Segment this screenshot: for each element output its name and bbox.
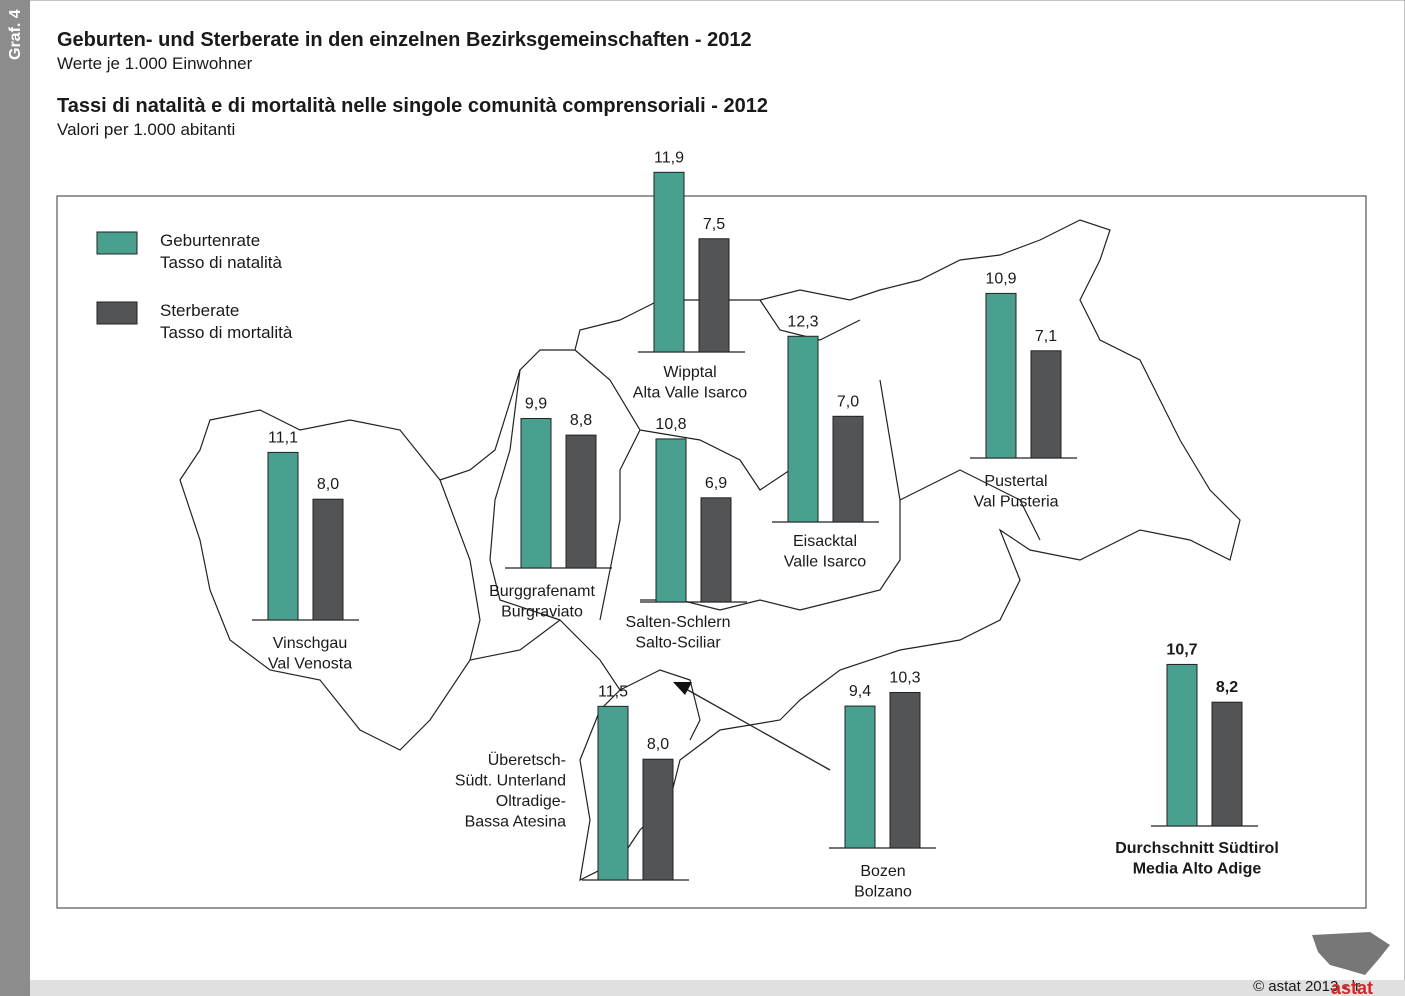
copyright: © astat 2013 - lr <box>1253 978 1360 995</box>
legend-label: Geburtenrate <box>160 231 260 250</box>
logo: astat <box>1312 932 1390 996</box>
value-label: 10,7 <box>1166 641 1197 658</box>
bar <box>565 434 597 569</box>
bar <box>642 758 674 881</box>
legend-swatch <box>96 231 138 255</box>
region-label: Val Pusteria <box>973 494 1058 511</box>
bar <box>312 498 344 621</box>
value-label: 8,0 <box>647 736 669 753</box>
bar <box>700 497 732 603</box>
bar <box>985 292 1017 459</box>
bar <box>832 415 864 523</box>
region-label: Vinschgau <box>273 635 347 652</box>
region-label: Burggrafenamt <box>489 583 595 600</box>
bar <box>267 451 299 621</box>
bar <box>1030 350 1062 459</box>
region-label: Bolzano <box>854 884 912 901</box>
legend-label: Tasso di natalità <box>160 253 282 272</box>
region-label: Überetsch- <box>488 751 566 769</box>
bar <box>1166 663 1198 827</box>
value-label: 12,3 <box>787 313 818 330</box>
bar <box>655 438 687 603</box>
value-label: 7,5 <box>703 216 725 233</box>
value-label: 6,9 <box>705 475 727 492</box>
chart-title-it: Tassi di natalità e di mortalità nelle s… <box>57 95 768 117</box>
bar <box>520 418 552 569</box>
arrow-head <box>673 682 692 695</box>
bar <box>787 335 819 523</box>
side-strip <box>0 0 30 996</box>
region-label: Durchschnitt Südtirol <box>1115 840 1279 857</box>
region-label: Südt. Unterland <box>455 773 566 790</box>
value-label: 11,9 <box>654 149 684 166</box>
bar <box>597 705 629 881</box>
graph-label: Graf. 4 <box>7 9 24 60</box>
bar <box>1211 701 1243 827</box>
region-label: Bozen <box>860 863 905 880</box>
bar <box>889 691 921 849</box>
region-label: Media Alto Adige <box>1133 861 1262 878</box>
map-outline <box>179 219 1241 882</box>
value-label: 11,5 <box>598 683 628 700</box>
region-label: Eisacktal <box>793 533 857 550</box>
map <box>179 219 1241 882</box>
chart-subtitle: Werte je 1.000 Einwohner <box>57 54 253 73</box>
value-label: 7,1 <box>1035 328 1057 345</box>
legend-label: Tasso di mortalità <box>160 323 293 342</box>
value-label: 10,8 <box>655 416 686 433</box>
value-label: 8,8 <box>570 412 592 429</box>
district-border <box>439 299 1041 741</box>
value-label: 8,2 <box>1216 679 1238 696</box>
bar <box>698 238 730 353</box>
logo-text: astat <box>1331 978 1373 996</box>
bar <box>844 705 876 849</box>
value-label: 10,9 <box>985 270 1016 287</box>
region-label: Alta Valle Isarco <box>633 385 748 402</box>
frame <box>56 195 1367 909</box>
region-label: Valle Isarco <box>784 554 867 571</box>
region-label: Wipptal <box>663 364 716 381</box>
value-label: 9,9 <box>525 396 547 413</box>
region-label: Pustertal <box>984 473 1047 490</box>
value-label: 8,0 <box>317 476 339 493</box>
value-label: 9,4 <box>849 683 871 700</box>
region-label: Salto-Sciliar <box>635 635 721 652</box>
value-label: 7,0 <box>837 393 859 410</box>
logo-shape <box>1312 932 1390 975</box>
arrow-line <box>685 688 831 771</box>
region-label: Oltradige- <box>496 793 566 810</box>
region-label: Salten-Schlern <box>626 614 731 631</box>
value-label: 11,1 <box>268 429 298 446</box>
region-label: Bassa Atesina <box>465 814 567 831</box>
legend-swatch <box>96 301 138 325</box>
region-label: Burgraviato <box>501 604 583 621</box>
chart-subtitle-it: Valori per 1.000 abitanti <box>57 120 235 139</box>
legend-label: Sterberate <box>160 301 239 320</box>
value-label: 10,3 <box>889 669 920 686</box>
region-label: Val Venosta <box>268 656 352 673</box>
bottom-strip <box>30 980 1405 996</box>
chart-title: Geburten- und Sterberate in den einzelne… <box>57 29 752 51</box>
bar <box>653 171 685 353</box>
